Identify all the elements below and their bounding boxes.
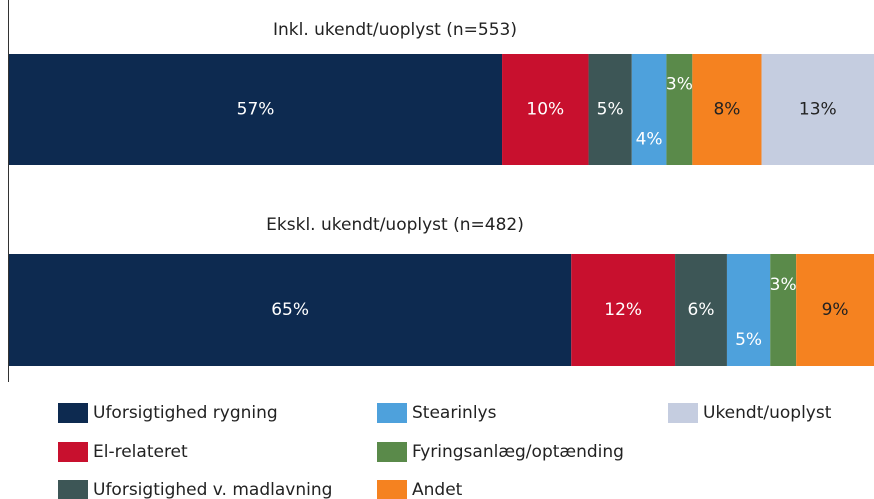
legend-label: Stearinlys [412,403,497,423]
legend-label: Uforsigtighed v. madlavning [93,480,332,499]
bar-category-label: Ekskl. ukendt/uoplyst (n=482) [266,215,524,235]
bar-segment [692,54,762,165]
value-label: 5% [597,100,624,120]
legend-label: Andet [412,480,463,499]
value-label: 4% [636,130,663,150]
value-label: 3% [770,275,797,295]
legend-swatch [668,403,698,423]
value-label: 3% [666,75,693,95]
bar-category-label: Inkl. ukendt/uoplyst (n=553) [273,20,517,40]
bar-segment [9,54,503,165]
bar-segment [631,54,667,165]
legend-label: Uforsigtighed rygning [93,403,278,423]
bar-segment [502,54,589,165]
value-label: 6% [688,300,715,320]
bar-segment [770,254,797,366]
bar-segment [571,254,676,366]
bar-segment [675,254,727,366]
legend-swatch [377,442,407,462]
value-label: 10% [526,100,564,120]
value-label: 5% [735,330,762,350]
legend-label: Ukendt/uoplyst [703,403,832,423]
bar-segment [666,54,693,165]
value-label: 13% [799,100,837,120]
legend-swatch [377,480,407,499]
value-label: 9% [822,300,849,320]
bar-segment [9,254,572,366]
bar-segment [761,54,874,165]
legend-label: Fyringsanlæg/optænding [412,442,624,462]
value-label: 12% [604,300,642,320]
legend-swatch [58,442,88,462]
legend-swatch [58,403,88,423]
bar-segment [726,254,771,366]
bar-segment [796,254,874,366]
value-label: 57% [237,100,275,120]
legend-swatch [377,403,407,423]
legend-swatch [58,480,88,499]
value-label: 65% [271,300,309,320]
bar-segment [588,54,632,165]
legend-label: El-relateret [93,442,188,462]
value-label: 8% [713,100,740,120]
